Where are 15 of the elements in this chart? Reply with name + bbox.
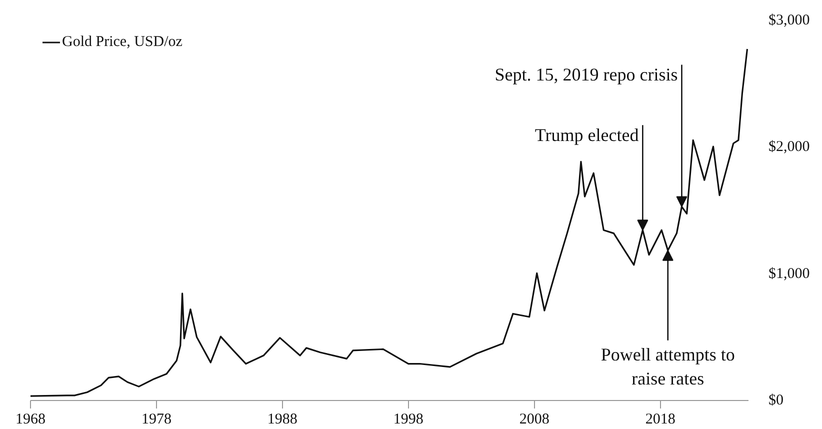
legend-label: Gold Price, USD/oz [62, 34, 182, 50]
x-tick-label: 1998 [393, 412, 424, 428]
x-tick-label: 1988 [267, 412, 298, 428]
x-tick-label: 2008 [519, 412, 550, 428]
x-tick-label: 1978 [141, 412, 172, 428]
y-tick-label: $1,000 [768, 266, 810, 282]
x-tick-label: 1968 [16, 412, 46, 428]
annotation: Sept. 15, 2019 repo crisis [494, 64, 678, 85]
y-tick-label: $0 [768, 392, 784, 408]
x-tick-label: 2018 [645, 412, 676, 428]
y-tick-label: $2,000 [768, 139, 810, 156]
annotation: Trump elected [534, 125, 639, 146]
annotation: Powell attempts to raise rates [600, 344, 735, 388]
line-series [30, 48, 748, 397]
y-tick-label: $3,000 [768, 12, 810, 28]
